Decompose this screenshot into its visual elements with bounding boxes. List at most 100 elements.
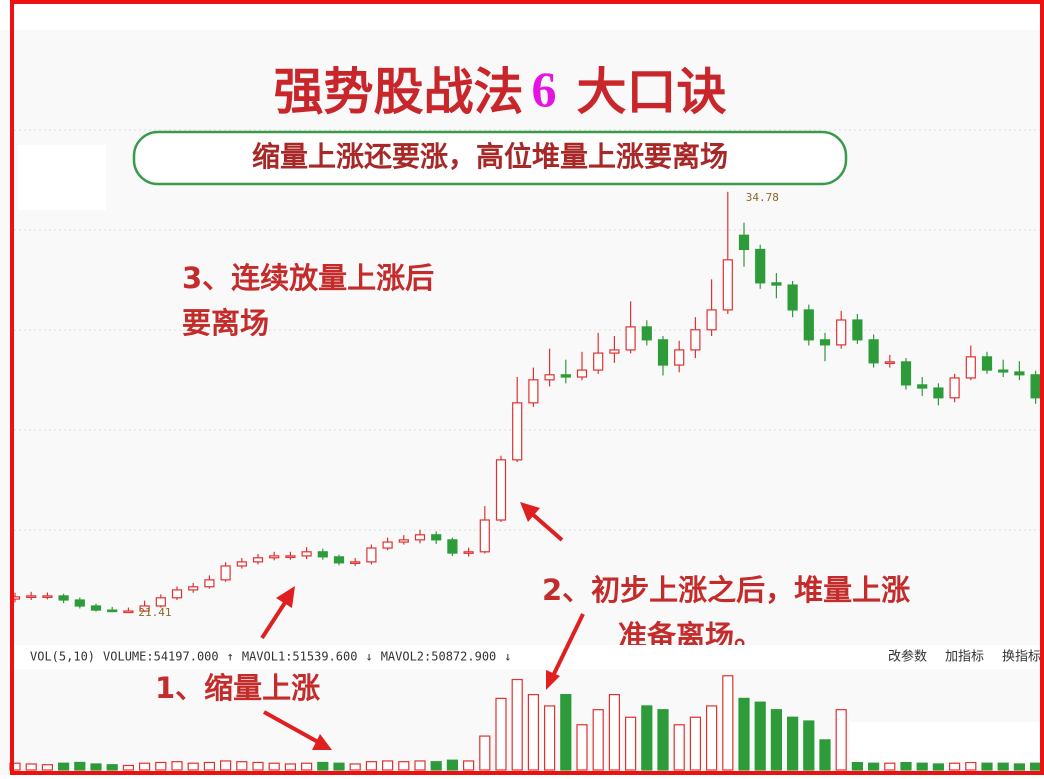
arrows xyxy=(260,502,585,750)
volume-bar xyxy=(220,760,232,771)
candle-body xyxy=(447,539,458,554)
status-button[interactable]: 加指标 xyxy=(945,650,984,665)
title-part: 大口诀 xyxy=(577,63,727,121)
volume-bar xyxy=(641,705,653,771)
status-bar xyxy=(10,645,1044,669)
volume-bar xyxy=(317,761,329,771)
candle-body xyxy=(917,384,928,389)
volume-bar xyxy=(592,709,604,771)
volume-bar xyxy=(122,764,135,771)
volume-bar xyxy=(884,762,896,771)
volume-bar xyxy=(57,762,70,771)
volume-bar xyxy=(106,764,118,771)
status-text: MAVOL2:50872.900 xyxy=(381,650,497,664)
candle-body xyxy=(657,339,669,366)
candle-body xyxy=(625,326,636,351)
arrow xyxy=(528,510,564,542)
candle-body xyxy=(706,309,717,331)
volume-bar xyxy=(867,762,880,771)
status-text: ↓ xyxy=(365,650,372,664)
volume-bar xyxy=(705,705,718,771)
volume-bar xyxy=(819,739,831,771)
candle-body xyxy=(301,551,312,557)
candle-body xyxy=(398,539,409,543)
volume-bar xyxy=(527,694,540,771)
candle-body xyxy=(738,234,750,251)
status-button[interactable]: 改参数 xyxy=(888,649,927,665)
volume-bar xyxy=(446,759,458,771)
high-label: 34.78 xyxy=(746,191,779,204)
volume-bar xyxy=(932,763,945,771)
candle-body xyxy=(171,589,183,599)
volume-bar xyxy=(171,761,183,771)
candle-body xyxy=(495,459,507,521)
volume-bar xyxy=(511,678,523,771)
candle-body xyxy=(998,369,1009,373)
arrow xyxy=(260,596,290,640)
patch xyxy=(18,145,106,210)
status-text: VOLUME:54197.000 xyxy=(103,650,219,664)
top-band xyxy=(0,0,1044,30)
title-part: 强势股战法 xyxy=(274,63,524,121)
volume-bar xyxy=(382,760,394,771)
candle-body xyxy=(965,356,976,379)
title-part: 6 xyxy=(532,61,557,117)
volume-bar xyxy=(398,761,410,771)
volume-bar xyxy=(25,763,37,771)
candle-body xyxy=(836,319,847,346)
candle-body xyxy=(949,377,960,399)
annotation: 2、初步上涨之后，堆量上涨 xyxy=(542,573,910,607)
candle-body xyxy=(285,555,296,559)
volume-bar xyxy=(965,761,977,771)
candle-body xyxy=(366,547,377,563)
candle-body xyxy=(868,339,879,364)
candle-body xyxy=(609,349,620,354)
annotation: 3、连续放量上涨后 xyxy=(182,261,434,295)
candle-body xyxy=(382,541,393,549)
candle-body xyxy=(1014,371,1025,376)
volume-bar xyxy=(997,762,1009,771)
candle-body xyxy=(333,556,345,564)
subtitle-box xyxy=(132,130,848,186)
candle-body xyxy=(674,349,685,366)
subtitle: 缩量上涨还要涨，高位堆量上涨要离场 xyxy=(252,140,728,173)
volume-bar xyxy=(268,762,280,771)
candle-body xyxy=(528,379,539,404)
volume-bar xyxy=(155,761,167,771)
candle-body xyxy=(479,519,490,553)
candle-body xyxy=(90,605,102,611)
arrow-head xyxy=(520,502,540,522)
volume-bar xyxy=(301,762,313,771)
volume-bar xyxy=(479,735,491,771)
volume-bar xyxy=(673,724,685,771)
candle-body xyxy=(884,361,895,364)
volume-bar xyxy=(90,763,102,771)
status-text: ↓ xyxy=(504,650,511,664)
volume-bar xyxy=(333,762,345,771)
volume-bar xyxy=(365,761,377,771)
volume-bar xyxy=(1029,762,1042,771)
arrow-head xyxy=(312,734,332,750)
candle-body xyxy=(463,551,474,554)
candle-body xyxy=(900,361,912,386)
candle-body xyxy=(576,369,588,378)
candle-body xyxy=(690,329,701,351)
volume-bar xyxy=(689,716,702,771)
candle-body xyxy=(933,387,944,399)
status-button[interactable]: 换指标 xyxy=(1002,650,1041,665)
arrow xyxy=(550,613,585,679)
volume-bar xyxy=(948,762,961,771)
candle-body xyxy=(431,534,442,541)
candle-body xyxy=(787,284,798,311)
volume-bar xyxy=(624,716,637,771)
candle-body xyxy=(722,259,733,311)
volume-bar xyxy=(236,761,248,771)
candle-body xyxy=(317,551,328,558)
candle-body xyxy=(755,248,766,284)
volume-bar xyxy=(74,761,86,771)
volume-bar xyxy=(284,763,296,771)
candle-body xyxy=(42,595,53,599)
candle-body xyxy=(155,597,166,607)
volume-bar xyxy=(1013,763,1026,771)
